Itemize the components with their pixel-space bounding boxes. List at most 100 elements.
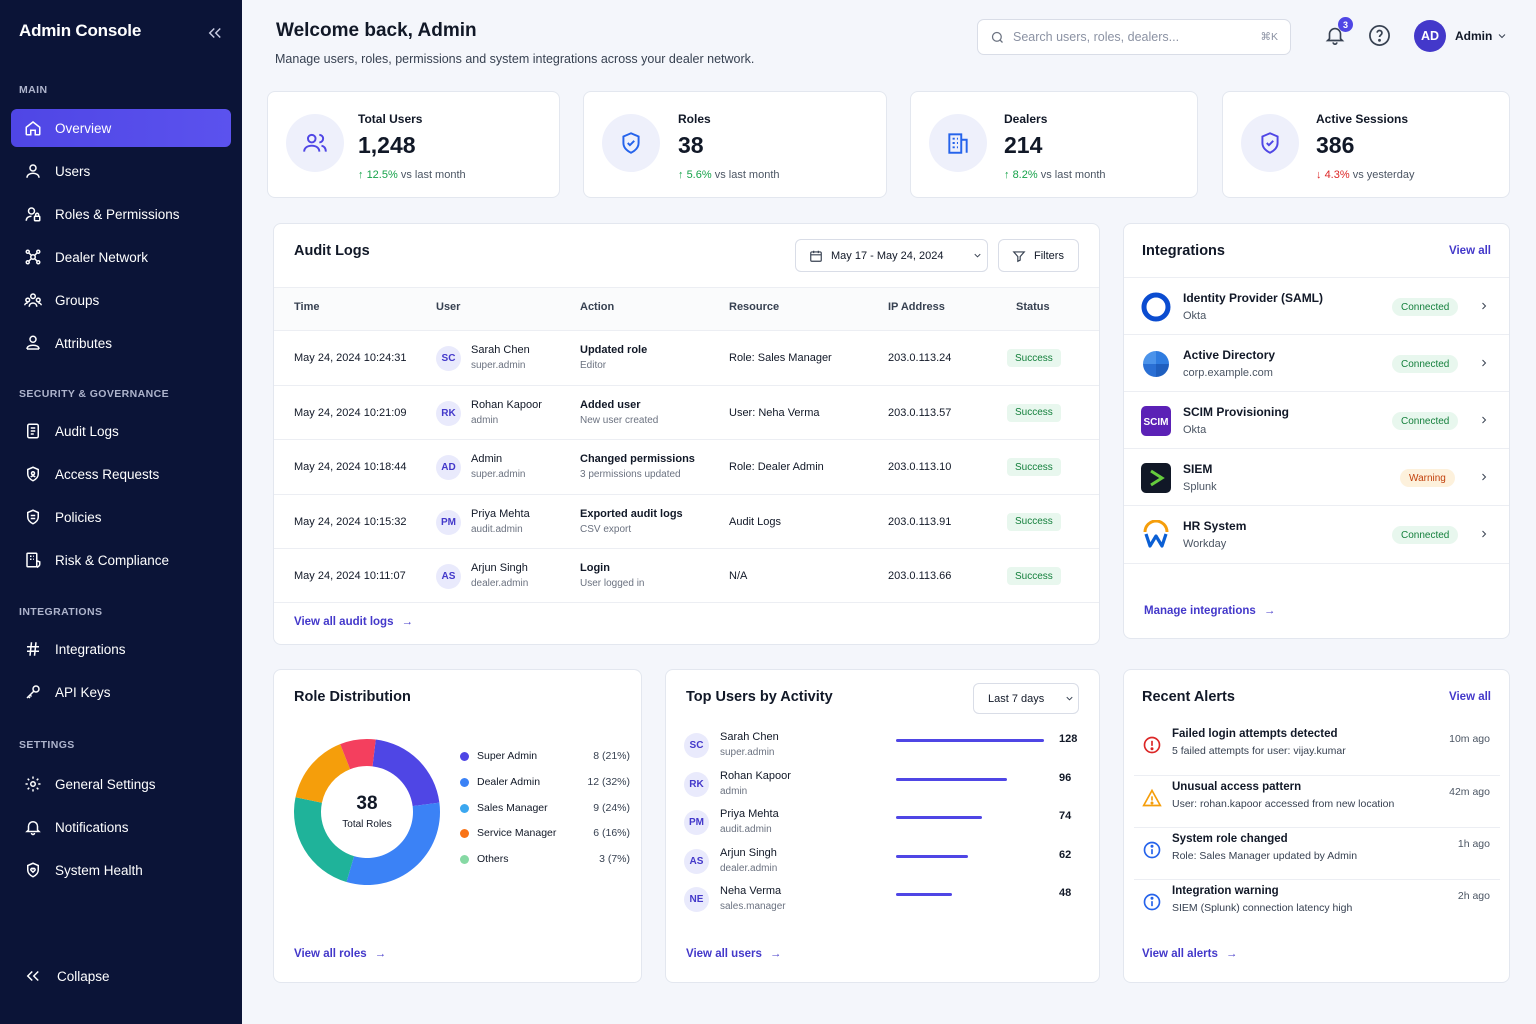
- chevron-right-icon: [1482, 359, 1487, 367]
- warning-icon: [1142, 788, 1162, 808]
- view-all-users-link[interactable]: View all users →: [686, 948, 782, 960]
- cell-user: Admin super.admin: [471, 453, 525, 480]
- period-select[interactable]: Last 7 days: [973, 683, 1079, 714]
- activity-value: 128: [1059, 733, 1078, 745]
- integration-provider: Workday: [1183, 538, 1227, 550]
- donut-slice-service-manager[interactable]: [295, 744, 351, 803]
- legend-value: 8 (21%): [593, 750, 630, 762]
- list-item[interactable]: AS Arjun Singh dealer.admin 62: [684, 847, 1084, 885]
- double-chevron-left-icon: [26, 970, 39, 982]
- stat-label: Total Users: [358, 112, 423, 126]
- alert-item[interactable]: System role changed Role: Sales Manager …: [1134, 827, 1500, 879]
- integration-row[interactable]: Active Directory corp.example.com Connec…: [1124, 334, 1509, 391]
- sidebar-item-notifications[interactable]: Notifications: [11, 808, 231, 846]
- sidebar-item-api-keys[interactable]: API Keys: [11, 673, 231, 711]
- role-donut-chart: [294, 739, 440, 885]
- integration-name: Active Directory: [1183, 348, 1276, 362]
- action-detail: CSV export: [580, 523, 632, 535]
- status-badge: Success: [1007, 349, 1061, 367]
- cell-ip: 203.0.113.66: [888, 570, 952, 583]
- list-item[interactable]: RK Rohan Kapoor admin 96: [684, 770, 1084, 808]
- sidebar-item-groups[interactable]: Groups: [11, 281, 231, 319]
- windows-logo-icon: [1141, 349, 1171, 379]
- arrow-right-icon: →: [1225, 948, 1238, 960]
- date-range-picker[interactable]: May 17 - May 24, 2024: [795, 239, 988, 272]
- sidebar-item-integrations[interactable]: Integrations: [11, 630, 231, 668]
- legend-swatch: [460, 829, 469, 839]
- stat-card-dealers: Dealers 214 ↑ 8.2% vs last month: [910, 91, 1198, 198]
- table-row[interactable]: May 24, 2024 10:18:44 AD Admin super.admi…: [274, 439, 1099, 494]
- sidebar-item-system-health[interactable]: System Health: [11, 851, 231, 889]
- sidebar-item-attributes[interactable]: Attributes: [11, 324, 231, 362]
- view-all-alerts-link[interactable]: View all alerts →: [1142, 948, 1238, 960]
- integration-provider: corp.example.com: [1183, 367, 1273, 379]
- filters-button[interactable]: Filters: [998, 239, 1079, 272]
- integrations-view-all-link[interactable]: View all: [1449, 245, 1491, 257]
- list-item[interactable]: NE Neha Verma sales.manager 48: [684, 885, 1084, 923]
- user-name[interactable]: Admin: [1455, 29, 1493, 43]
- search-input[interactable]: [1013, 30, 1261, 44]
- alert-item[interactable]: Integration warning SIEM (Splunk) connec…: [1134, 879, 1500, 931]
- alert-title: Unusual access pattern: [1172, 781, 1302, 793]
- sidebar-item-overview[interactable]: Overview: [11, 109, 231, 147]
- sidebar-item-policies[interactable]: Policies: [11, 498, 231, 536]
- view-all-audit-logs-link[interactable]: View all audit logs →: [294, 616, 413, 628]
- stat-delta: ↑ 5.6% vs last month: [678, 169, 780, 181]
- integrations-card: Integrations View all Identity Provider …: [1123, 223, 1510, 639]
- integration-row[interactable]: HR System Workday Connected: [1124, 505, 1509, 562]
- sidebar-item-general-settings[interactable]: General Settings: [11, 765, 231, 803]
- donut-slice-others[interactable]: [340, 739, 376, 770]
- table-row[interactable]: May 24, 2024 10:21:09 RK Rohan Kapoor adm…: [274, 384, 1099, 440]
- integration-row[interactable]: Identity Provider (SAML) Okta Connected: [1124, 277, 1509, 334]
- user-avatar: RK: [436, 400, 461, 426]
- user-avatar[interactable]: AD: [1414, 20, 1446, 52]
- arrow-right-icon: →: [1263, 605, 1276, 617]
- stat-label: Dealers: [1004, 112, 1048, 126]
- table-row[interactable]: May 24, 2024 10:24:31 SC Sarah Chen super…: [274, 330, 1099, 385]
- attributes-icon: [26, 335, 40, 350]
- chevron-down-icon[interactable]: [1496, 30, 1508, 42]
- table-row[interactable]: May 24, 2024 10:11:07 AS Arjun Singh deal…: [274, 548, 1099, 603]
- table-row[interactable]: May 24, 2024 10:15:32 PM Priya Mehta audi…: [274, 493, 1099, 549]
- collapse-sidebar-icon[interactable]: [206, 24, 224, 42]
- info-icon: [1142, 840, 1162, 860]
- manage-integrations-link[interactable]: Manage integrations →: [1144, 605, 1276, 617]
- alert-item[interactable]: Unusual access pattern User: rohan.kapoo…: [1134, 775, 1500, 827]
- activity-bar: [896, 854, 968, 858]
- sidebar-item-label: Users: [55, 163, 91, 179]
- activity-bar: [896, 893, 952, 897]
- integration-row[interactable]: SCIM SCIM Provisioning Okta Connected: [1124, 391, 1509, 448]
- sidebar-item-access-requests[interactable]: Access Requests: [11, 455, 231, 493]
- list-divider: [1124, 563, 1509, 564]
- arrow-right-icon: →: [374, 948, 387, 960]
- help-icon[interactable]: [1368, 24, 1391, 47]
- collapse-button[interactable]: Collapse: [11, 957, 231, 995]
- legend-swatch: [460, 803, 469, 813]
- action-title: Updated role: [580, 344, 648, 356]
- notification-count-badge: 3: [1338, 17, 1353, 32]
- integration-row[interactable]: SIEM Splunk Warning: [1124, 448, 1509, 505]
- alerts-view-all-link[interactable]: View all: [1449, 691, 1491, 703]
- user-role: super.admin: [720, 747, 775, 758]
- sidebar-item-users[interactable]: Users: [11, 152, 231, 190]
- search-box[interactable]: ⌘K: [977, 19, 1291, 55]
- sidebar-section-settings: SETTINGS: [19, 739, 75, 751]
- legend-swatch: [460, 777, 469, 787]
- list-item[interactable]: PM Priya Mehta audit.admin 74: [684, 808, 1084, 846]
- shield-check-icon: [1241, 114, 1299, 172]
- activity-bar: [896, 777, 1007, 781]
- cell-action: Changed permissions 3 permissions updated: [580, 453, 695, 480]
- donut-slice-dealer-admin[interactable]: [346, 802, 440, 885]
- sidebar-item-audit-logs[interactable]: Audit Logs: [11, 412, 231, 450]
- list-item[interactable]: SC Sarah Chen super.admin 128: [684, 731, 1084, 769]
- sidebar-item-dealer-network[interactable]: Dealer Network: [11, 238, 231, 276]
- sidebar-item-risk-compliance[interactable]: Risk & Compliance: [11, 541, 231, 579]
- view-all-roles-link[interactable]: View all roles →: [294, 948, 387, 960]
- notifications-bell-icon[interactable]: [1324, 24, 1346, 46]
- donut-slice-sales-manager[interactable]: [294, 797, 355, 883]
- sidebar-item-roles[interactable]: Roles & Permissions: [11, 195, 231, 233]
- donut-slice-super-admin[interactable]: [372, 739, 440, 807]
- action-title: Login: [580, 562, 610, 575]
- alert-item[interactable]: Failed login attempts detected 5 failed …: [1134, 723, 1500, 775]
- user-avatar: AD: [436, 455, 461, 481]
